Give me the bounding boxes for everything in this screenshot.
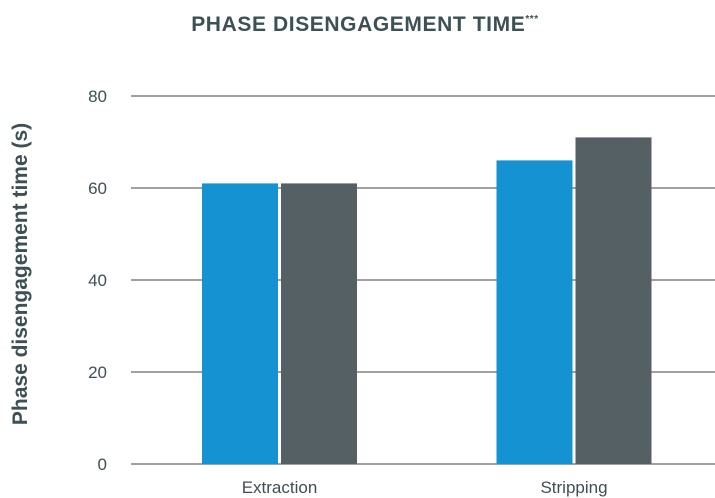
chart-title-text: PHASE DISENGAGEMENT TIME <box>191 13 525 36</box>
y-tick-label: 40 <box>88 271 107 290</box>
y-tick-label: 60 <box>88 179 107 198</box>
y-tick-label: 80 <box>88 87 107 106</box>
y-tick-label: 20 <box>88 363 107 382</box>
chart-title-superscript: *** <box>525 14 538 25</box>
x-tick-label-extraction: Extraction <box>242 478 318 497</box>
bars <box>202 137 652 464</box>
x-tick-label-stripping: Stripping <box>540 478 607 497</box>
bar-stripping-series-1 <box>496 160 573 464</box>
bar-extraction-series-2 <box>281 183 357 464</box>
x-tick-labels: Extraction Stripping <box>242 478 608 497</box>
bar-extraction-series-1 <box>202 183 278 464</box>
bar-stripping-series-2 <box>575 137 652 464</box>
chart-title: PHASE DISENGAGEMENT TIME*** <box>191 13 539 36</box>
y-tick-label: 0 <box>98 455 107 474</box>
y-tick-labels: 0 20 40 60 80 <box>88 87 107 474</box>
y-axis-label: Phase disengagement time (s) <box>9 123 32 425</box>
